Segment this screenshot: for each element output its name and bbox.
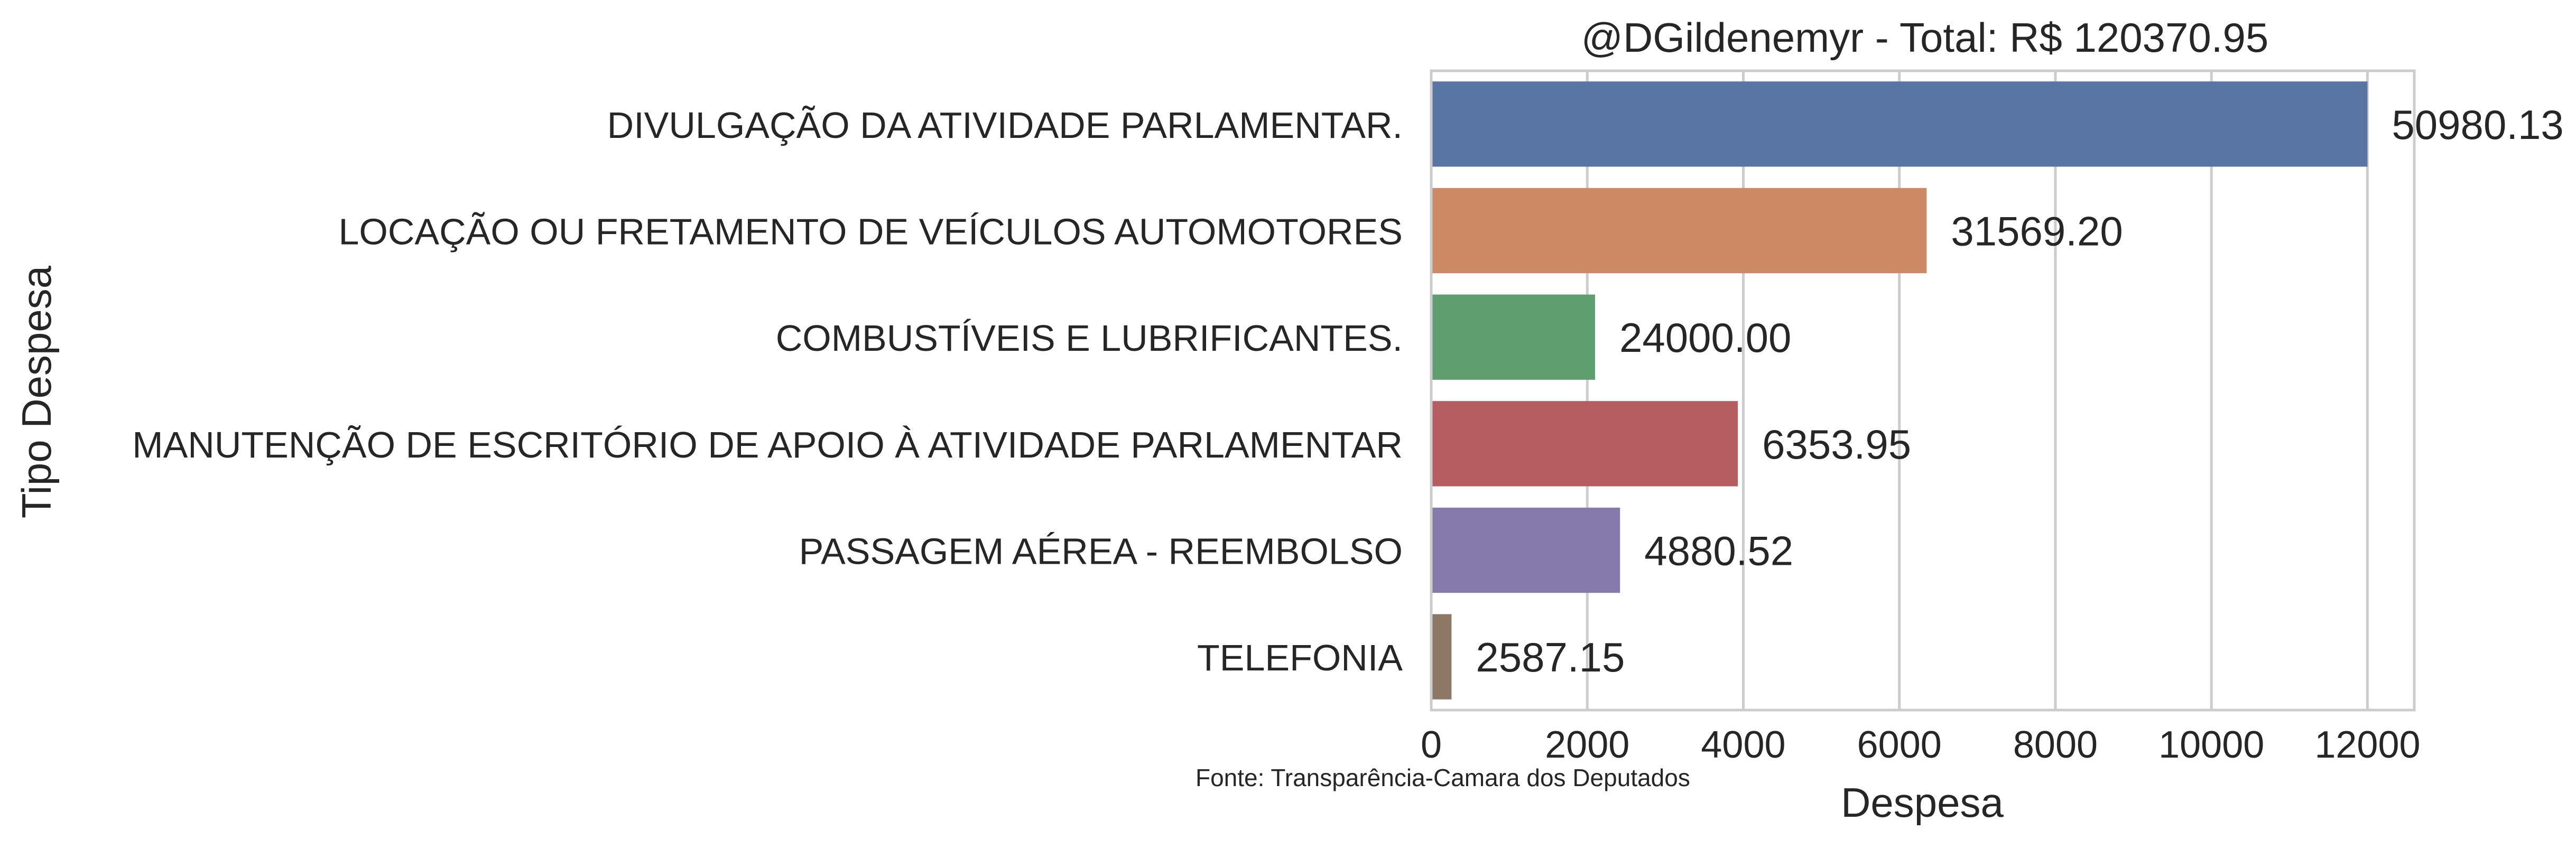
value-label: 50980.13 <box>2392 101 2563 148</box>
x-tick-label: 2000 <box>1545 724 1629 766</box>
x-axis-label: Despesa <box>1841 779 2004 826</box>
ticks-layer: 0 2000 4000 6000 8000 10000 12000 <box>1421 724 2421 766</box>
x-tick-label: 8000 <box>2013 724 2098 766</box>
source-note: Fonte: Transparência-Camara dos Deputado… <box>1196 764 1690 791</box>
x-tick-label: 6000 <box>1857 724 1942 766</box>
category-label: COMBUSTÍVEIS E LUBRIFICANTES. <box>776 318 1403 359</box>
value-label: 31569.20 <box>1951 208 2123 255</box>
value-labels: 50980.13 31569.20 24000.00 6353.95 4880.52 25… <box>1476 101 2563 680</box>
category-label: DIVULGAÇÃO DA ATIVIDADE PARLAMENTAR. <box>607 105 1403 146</box>
value-label: 2587.15 <box>1476 634 1625 680</box>
bars-layer <box>1431 81 2368 699</box>
category-label: PASSAGEM AÉREA - REEMBOLSO <box>799 531 1403 572</box>
x-tick-label: 4000 <box>1701 724 1785 766</box>
grid-layer <box>1430 71 2369 710</box>
value-label: 6353.95 <box>1762 421 1911 468</box>
value-label: 24000.00 <box>1619 314 1791 361</box>
bar <box>1431 614 1452 699</box>
x-tick-label: 0 <box>1421 724 1442 766</box>
bar <box>1431 401 1738 487</box>
bar <box>1431 188 1927 274</box>
value-label: 4880.52 <box>1644 528 1793 574</box>
bar <box>1431 294 1595 380</box>
x-tick-label: 12000 <box>2314 724 2420 766</box>
bar <box>1431 81 2368 167</box>
y-axis-label: Tipo Despesa <box>13 265 60 518</box>
category-labels: DIVULGAÇÃO DA ATIVIDADE PARLAMENTAR. LOCA… <box>132 105 1403 678</box>
category-label: LOCAÇÃO OU FRETAMENTO DE VEÍCULOS AUTOMO… <box>339 211 1403 253</box>
x-tick-label: 10000 <box>2158 724 2264 766</box>
category-label: TELEFONIA <box>1197 637 1403 678</box>
chart-title: @DGildenemyr - Total: R$ 120370.95 <box>1581 14 2268 61</box>
plot-frame <box>1430 69 2416 712</box>
category-label: MANUTENÇÃO DE ESCRITÓRIO DE APOIO À ATIV… <box>132 424 1403 465</box>
bar <box>1431 507 1620 593</box>
